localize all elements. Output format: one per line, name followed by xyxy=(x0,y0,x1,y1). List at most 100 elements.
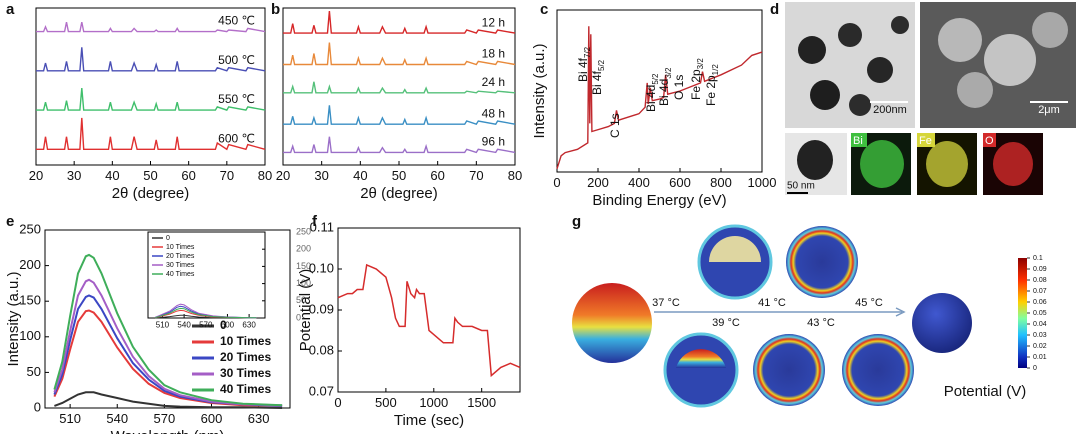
x-tick-label: 40 xyxy=(353,168,367,183)
peak-label: Fe 2p3/2 xyxy=(689,58,705,100)
particle xyxy=(810,80,840,110)
y2-tick-label: 200 xyxy=(296,244,311,254)
peak-label-main: Fe 2p xyxy=(704,75,718,106)
plot-frame xyxy=(147,231,266,319)
peak-label-sub: 5/2 xyxy=(597,59,606,71)
peak-label: Bi 4d5/2 xyxy=(644,73,660,112)
map-signal xyxy=(860,140,904,188)
peak-label-sub: 3/2 xyxy=(696,58,705,70)
y-tick-label: 150 xyxy=(19,293,41,308)
peak-label-sub: 5/2 xyxy=(651,73,660,85)
plot-frame xyxy=(282,7,516,166)
y-tick-label: 0.10 xyxy=(309,260,334,275)
series-label: 450 ℃ xyxy=(218,14,255,28)
peak-label-main: O 1s xyxy=(672,75,686,100)
series-line xyxy=(36,117,266,151)
y-tick-label: 250 xyxy=(19,221,41,236)
y-tick-label: 100 xyxy=(19,328,41,343)
x-tick-label: 30 xyxy=(314,168,328,183)
series-label: 96 h xyxy=(482,135,505,149)
x-tick-label: 800 xyxy=(710,175,732,190)
x-tick-label: 70 xyxy=(469,168,483,183)
legend-label: 0 xyxy=(166,235,170,242)
x-tick-label: 570 xyxy=(199,320,213,329)
peak-label: Bi 4f5/2 xyxy=(590,59,606,95)
particle xyxy=(867,57,893,83)
series-line xyxy=(283,105,516,126)
disc xyxy=(786,226,858,298)
x-tick-label: 540 xyxy=(177,320,191,329)
peak-label-main: Bi 4d xyxy=(657,79,671,106)
x-tick-label: 400 xyxy=(628,175,650,190)
map-signal xyxy=(993,142,1033,186)
x-tick-label: 80 xyxy=(508,168,522,183)
panel-letter: d xyxy=(770,1,779,18)
plot-frame xyxy=(35,7,266,166)
y-tick-label: 50 xyxy=(27,364,41,379)
particle xyxy=(849,94,871,116)
element-label: Fe xyxy=(919,135,932,147)
x-tick-label: 630 xyxy=(248,411,270,426)
y-axis-label: Intensity (a.u.) xyxy=(531,43,548,138)
label-box xyxy=(917,133,935,147)
x-axis-label: Binding Energy (eV) xyxy=(592,192,726,209)
legend-label: 40 Times xyxy=(220,382,271,396)
legend-label: 0 xyxy=(220,318,227,332)
series-label: 48 h xyxy=(482,106,505,120)
simulation-group: g Potential (V) xyxy=(572,213,1027,408)
peak-label: Fe 2p1/2 xyxy=(704,64,720,106)
peak-label-sub: 7/2 xyxy=(583,46,592,58)
series-line xyxy=(283,42,516,66)
peak-label-main: C 1s xyxy=(608,113,622,138)
y-tick-label: 0.07 xyxy=(309,383,334,398)
x-tick-label: 510 xyxy=(59,411,81,426)
x-axis-label: 2θ (degree) xyxy=(360,185,438,202)
peak-label: Bi 4d3/2 xyxy=(657,67,673,106)
scale-label: 200nm xyxy=(873,104,907,116)
peak-label: C 1s xyxy=(608,113,622,138)
colorbar-tick-label: 0.05 xyxy=(1033,310,1047,317)
legend-label: 30 Times xyxy=(220,366,271,380)
map-signal xyxy=(926,141,968,187)
peak-label-sub: 3/2 xyxy=(664,67,673,79)
scale-label: 50 nm xyxy=(787,181,815,192)
colorbar-label: Potential (V) xyxy=(944,383,1027,400)
y2-tick-label: 150 xyxy=(296,261,311,271)
temperature-label: 39 °C xyxy=(712,317,740,329)
x-tick-label: 600 xyxy=(221,320,235,329)
series-line xyxy=(337,263,521,378)
panel-letter: g xyxy=(572,213,581,230)
particle xyxy=(797,140,833,180)
colorbar-tick-label: 0.03 xyxy=(1033,332,1047,339)
colorbar-tick-label: 0.06 xyxy=(1033,299,1047,306)
panel-letter: b xyxy=(271,1,280,18)
plot-frame xyxy=(337,227,521,393)
legend-label: 40 Times xyxy=(166,271,195,278)
colorbar-tick-label: 0.01 xyxy=(1033,354,1047,361)
x-tick-label: 0 xyxy=(334,395,341,410)
series-label: 24 h xyxy=(482,75,505,89)
legend-label: 20 Times xyxy=(220,350,271,364)
x-tick-label: 200 xyxy=(587,175,609,190)
element-label: Bi xyxy=(853,135,863,147)
x-tick-label: 1500 xyxy=(467,395,496,410)
series-label: 550 ℃ xyxy=(218,92,255,106)
x-axis-label: 2θ (degree) xyxy=(112,185,190,202)
peak-label: Bi 4f7/2 xyxy=(576,46,592,82)
colorbar-tick-label: 0.07 xyxy=(1033,288,1047,295)
y-tick-label: 0.11 xyxy=(310,219,334,234)
x-tick-label: 500 xyxy=(375,395,397,410)
x-tick-label: 20 xyxy=(29,168,43,183)
colorbar-tick-label: 0.08 xyxy=(1033,277,1047,284)
x-tick-label: 630 xyxy=(242,320,256,329)
colorbar-tick-label: 0.1 xyxy=(1033,255,1043,262)
peak-label-main: Bi 4f xyxy=(576,57,590,82)
x-tick-label: 50 xyxy=(143,168,157,183)
particle xyxy=(984,34,1036,86)
series-line xyxy=(53,278,283,407)
x-tick-label: 20 xyxy=(276,168,290,183)
x-tick-label: 1000 xyxy=(419,395,448,410)
sphere xyxy=(912,293,972,353)
colorbar-tick-label: 0 xyxy=(1033,365,1037,372)
axis-arrow xyxy=(895,307,906,317)
